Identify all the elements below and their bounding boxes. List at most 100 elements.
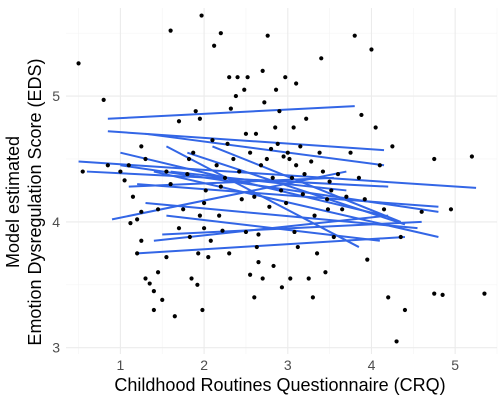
data-point [233, 93, 238, 99]
data-point [304, 116, 309, 121]
regression-line [187, 151, 406, 226]
data-point [206, 255, 211, 260]
data-point [208, 238, 213, 243]
data-point [231, 156, 236, 162]
data-point [277, 109, 282, 114]
data-point [320, 169, 326, 174]
regression-line [162, 220, 422, 236]
data-point [482, 291, 487, 296]
data-point [327, 179, 332, 184]
data-point [197, 213, 203, 218]
data-point [143, 276, 148, 281]
data-point [181, 207, 186, 212]
data-point [254, 244, 259, 250]
data-point [122, 178, 127, 183]
data-point [218, 184, 223, 189]
data-point [325, 197, 330, 202]
data-point [285, 150, 290, 155]
data-points [76, 13, 487, 344]
data-point [195, 282, 200, 287]
data-point [362, 197, 367, 202]
data-point [270, 175, 275, 180]
data-point [185, 171, 190, 177]
data-point [314, 251, 320, 256]
data-point [298, 144, 303, 149]
data-point [267, 204, 272, 209]
data-point [369, 47, 374, 52]
data-point [105, 163, 110, 168]
data-point [275, 141, 280, 146]
data-point [197, 116, 203, 121]
x-tick-label: 3 [284, 357, 292, 373]
data-point [187, 234, 192, 240]
y-tick-label: 3 [52, 340, 60, 356]
data-point [352, 33, 357, 38]
data-point [201, 200, 207, 206]
data-point [176, 226, 182, 231]
data-point [248, 150, 253, 155]
data-point [283, 75, 288, 80]
x-axis-title: Childhood Routines Questionnaire (CRQ) [114, 375, 445, 395]
y-axis-title-line-1: Model estimated [3, 136, 23, 268]
data-point [386, 295, 391, 300]
data-point [248, 272, 253, 277]
regression-line [165, 145, 360, 248]
data-point [237, 169, 242, 174]
data-point [258, 163, 264, 168]
data-point [310, 295, 315, 300]
data-point [186, 156, 192, 162]
data-point [227, 75, 232, 80]
data-point [118, 169, 123, 174]
data-point [288, 276, 293, 281]
data-point [139, 144, 144, 149]
regression-line [212, 145, 402, 223]
data-point [191, 150, 196, 155]
regression-line [120, 164, 439, 213]
data-point [344, 194, 349, 199]
regression-line [153, 214, 389, 242]
data-point [289, 175, 295, 180]
data-point [80, 169, 85, 174]
data-point [394, 339, 399, 344]
data-point [312, 213, 317, 218]
data-point [128, 221, 133, 226]
data-point [228, 106, 233, 111]
data-point [214, 163, 219, 168]
regression-line [107, 105, 355, 120]
data-point [340, 207, 345, 212]
data-point [210, 138, 215, 143]
regression-line [137, 235, 406, 255]
data-point [300, 192, 305, 197]
data-point [155, 207, 161, 212]
data-point [242, 87, 247, 92]
data-point [398, 234, 403, 240]
data-point [356, 175, 362, 180]
data-point [252, 194, 257, 199]
data-point [189, 276, 194, 281]
regression-line [145, 132, 385, 167]
data-point [164, 169, 169, 174]
data-point [253, 131, 259, 136]
data-point [160, 297, 165, 302]
regression-line [78, 160, 477, 189]
data-point [168, 182, 173, 187]
data-point [196, 251, 201, 256]
data-point [176, 119, 182, 124]
data-point [335, 171, 341, 177]
data-point [448, 207, 454, 212]
data-point [135, 217, 140, 222]
regression-line [137, 183, 439, 208]
regression-line [128, 176, 334, 188]
data-point [203, 188, 208, 193]
data-point [302, 171, 307, 177]
data-point [151, 307, 156, 313]
data-point [292, 229, 297, 235]
data-point [291, 125, 296, 130]
data-point [279, 285, 285, 290]
data-point [317, 150, 322, 155]
data-point [193, 109, 198, 114]
data-point [155, 270, 161, 275]
data-point [294, 81, 299, 86]
